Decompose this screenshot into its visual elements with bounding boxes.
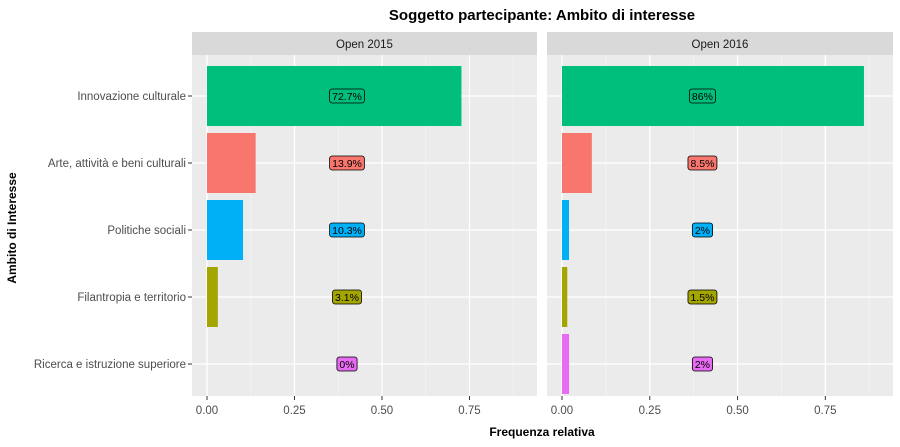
y-axis-title: Ambito di Interesse xyxy=(5,172,19,284)
facet-strip xyxy=(192,32,537,55)
data-label-text: 3.1% xyxy=(335,292,359,304)
data-label-text: 1.5% xyxy=(690,292,714,304)
data-label-text: 0% xyxy=(339,359,354,371)
data-label-box xyxy=(336,356,358,372)
category-label-ricerca-e-istruzione-superiore: Ricerca e istruzione superiore xyxy=(34,359,186,371)
facet-strip-label: Open 2015 xyxy=(336,39,393,51)
facet-panels: Open 2015 72.7% 13.9% 10.3% 3.1% 0% 0.00 0.25 0.… xyxy=(192,32,893,417)
x-tick-label: 0.00 xyxy=(551,405,573,417)
chart-title: Soggetto partecipante: Ambito di interes… xyxy=(389,7,695,24)
x-tick-label: 0.75 xyxy=(458,405,480,417)
data-label-box xyxy=(689,88,716,104)
x-tick-label: 0.75 xyxy=(814,405,836,417)
data-label-arte-attivit-e-beni-culturali: 8.5% xyxy=(687,155,718,171)
data-label-text: 2% xyxy=(695,359,710,371)
category-label-politiche-sociali: Politiche sociali xyxy=(107,225,186,237)
bar-filantropia-e-territorio xyxy=(207,267,218,327)
data-label-text: 72.7% xyxy=(332,91,362,103)
data-label-filantropia-e-territorio: 3.1% xyxy=(332,289,362,305)
data-label-box xyxy=(687,155,718,171)
bar-arte-attivit-e-beni-culturali xyxy=(562,133,592,193)
category-label-arte-attivit-e-beni-culturali: Arte, attività e beni culturali xyxy=(48,158,186,170)
data-label-innovazione-culturale: 72.7% xyxy=(329,88,365,104)
data-label-arte-attivit-e-beni-culturali: 13.9% xyxy=(329,155,365,171)
data-label-text: 10.3% xyxy=(332,225,362,237)
category-label-filantropia-e-territorio: Filantropia e territorio xyxy=(77,292,186,304)
category-label-innovazione-culturale: Innovazione culturale xyxy=(77,91,186,103)
facet-strip-label: Open 2016 xyxy=(692,39,749,51)
category-labels: Innovazione culturale Arte, attività e be… xyxy=(34,91,192,371)
bar-ricerca-e-istruzione-superiore xyxy=(562,334,570,394)
data-label-box xyxy=(329,88,365,104)
data-label-box xyxy=(687,289,718,305)
bar-filantropia-e-territorio xyxy=(562,267,568,327)
data-label-text: 8.5% xyxy=(690,158,714,170)
bar-politiche-sociali xyxy=(207,200,244,260)
bar-politiche-sociali xyxy=(562,200,570,260)
data-label-text: 86% xyxy=(692,91,713,103)
x-axis-title: Frequenza relativa xyxy=(489,425,595,439)
data-label-box xyxy=(332,289,362,305)
x-tick-label: 0.50 xyxy=(726,405,748,417)
x-tick-label: 0.25 xyxy=(283,405,305,417)
data-label-innovazione-culturale: 86% xyxy=(689,88,716,104)
data-label-box xyxy=(329,155,365,171)
data-label-box xyxy=(691,222,713,238)
data-label-text: 2% xyxy=(695,225,710,237)
x-tick-label: 0.50 xyxy=(371,405,393,417)
data-label-box xyxy=(329,222,365,238)
x-tick-label: 0.00 xyxy=(196,405,218,417)
data-label-ricerca-e-istruzione-superiore: 2% xyxy=(691,356,713,372)
data-label-politiche-sociali: 10.3% xyxy=(329,222,365,238)
data-label-ricerca-e-istruzione-superiore: 0% xyxy=(336,356,358,372)
x-tick-label: 0.25 xyxy=(639,405,661,417)
data-label-filantropia-e-territorio: 1.5% xyxy=(687,289,718,305)
bar-arte-attivit-e-beni-culturali xyxy=(207,133,256,193)
panel-open-2016: Open 2016 86% 8.5% 2% 1.5% 2% 0.00 0.25 0.50 0.75 xyxy=(547,32,893,417)
data-label-text: 13.9% xyxy=(332,158,362,170)
panel-open-2015: Open 2015 72.7% 13.9% 10.3% 3.1% 0% 0.00 0.25 0.… xyxy=(192,32,537,417)
facet-strip xyxy=(547,32,893,55)
data-label-politiche-sociali: 2% xyxy=(691,222,713,238)
data-label-box xyxy=(691,356,713,372)
